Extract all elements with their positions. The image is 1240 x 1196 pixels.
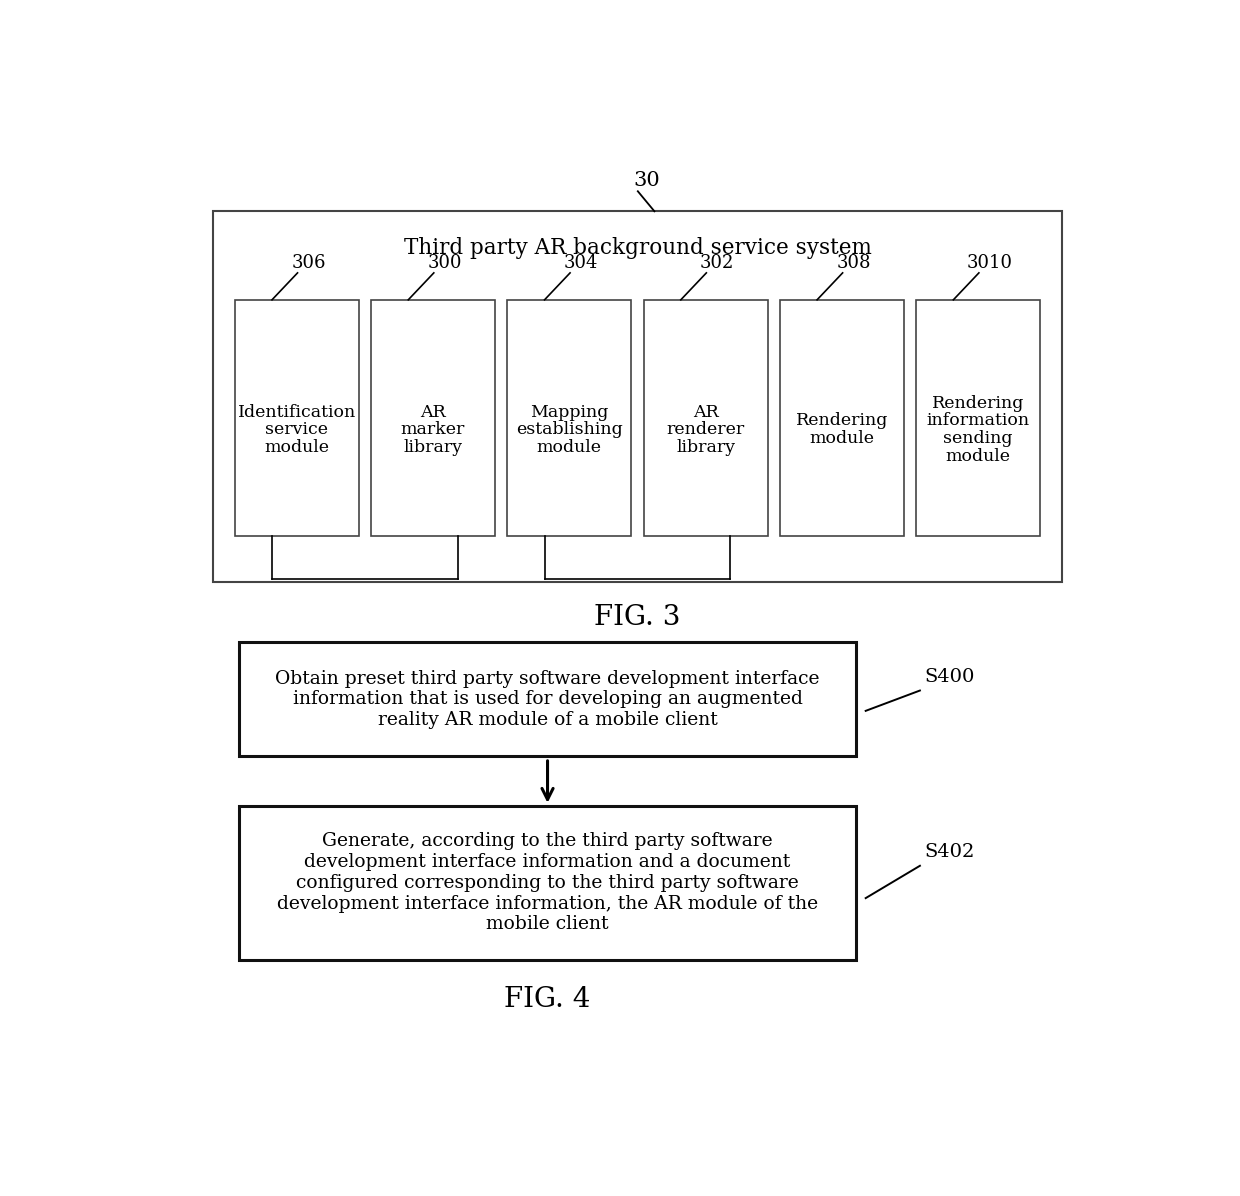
Text: information: information (926, 413, 1029, 429)
Text: Generate, according to the third party software
development interface informatio: Generate, according to the third party s… (277, 832, 818, 933)
Text: establishing: establishing (516, 421, 622, 439)
Text: 300: 300 (428, 254, 463, 271)
Text: FIG. 3: FIG. 3 (594, 604, 681, 630)
Text: module: module (264, 439, 330, 456)
Text: sending: sending (944, 431, 1013, 447)
Text: module: module (537, 439, 601, 456)
Text: Third party AR background service system: Third party AR background service system (403, 237, 872, 260)
Bar (213, 212, 1061, 582)
Bar (644, 300, 768, 536)
Bar (371, 300, 495, 536)
Bar (234, 300, 358, 536)
Text: 306: 306 (291, 254, 326, 271)
Bar (780, 300, 904, 536)
Text: 304: 304 (564, 254, 598, 271)
Text: S402: S402 (925, 843, 975, 861)
Text: AR: AR (693, 403, 718, 421)
Text: Identification: Identification (238, 403, 356, 421)
Text: 30: 30 (634, 171, 661, 190)
Bar (507, 300, 631, 536)
Text: S400: S400 (925, 667, 975, 685)
Bar (238, 642, 857, 756)
Text: FIG. 4: FIG. 4 (505, 987, 590, 1013)
Text: 302: 302 (701, 254, 734, 271)
Bar (238, 806, 857, 959)
Text: module: module (810, 431, 874, 447)
Text: service: service (265, 421, 329, 439)
Text: renderer: renderer (666, 421, 745, 439)
Text: 308: 308 (836, 254, 870, 271)
Text: Rendering: Rendering (796, 413, 888, 429)
Text: marker: marker (401, 421, 465, 439)
Text: 3010: 3010 (967, 254, 1013, 271)
Text: library: library (403, 439, 463, 456)
Text: library: library (676, 439, 735, 456)
Bar (916, 300, 1040, 536)
Text: AR: AR (420, 403, 446, 421)
Text: Rendering: Rendering (932, 395, 1024, 411)
Text: module: module (946, 448, 1011, 465)
Text: Mapping: Mapping (531, 403, 609, 421)
Text: Obtain preset third party software development interface
information that is use: Obtain preset third party software devel… (275, 670, 820, 730)
